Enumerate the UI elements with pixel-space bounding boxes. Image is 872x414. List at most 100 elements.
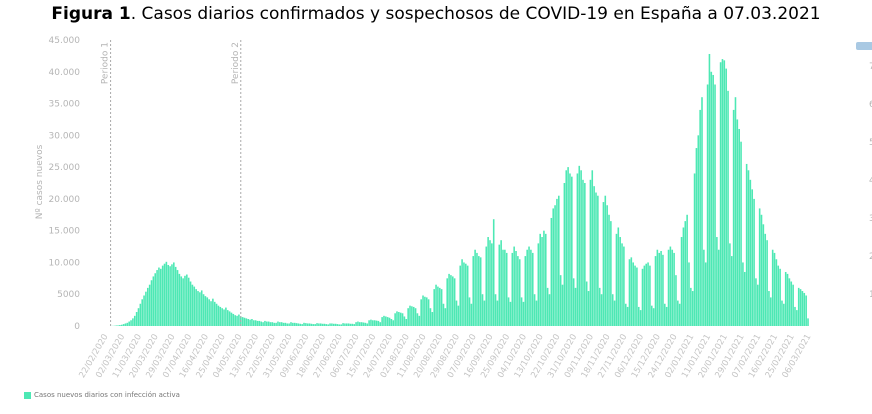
bar (693, 173, 696, 326)
bar (286, 323, 289, 326)
bar (760, 214, 763, 326)
bar (699, 109, 701, 327)
bar (695, 148, 698, 326)
bar (717, 249, 720, 326)
bar (552, 208, 555, 326)
bar (507, 297, 510, 326)
bar (461, 259, 463, 326)
bar (199, 292, 201, 326)
bar (422, 295, 424, 326)
bar (189, 281, 192, 326)
bar (219, 306, 222, 326)
bar (174, 266, 177, 326)
bar (742, 262, 744, 326)
bar (429, 308, 432, 326)
bar (204, 296, 207, 326)
bar (500, 240, 502, 326)
bar (431, 312, 434, 326)
bar (701, 97, 703, 326)
bar (509, 301, 512, 326)
bar (762, 224, 765, 326)
bar (386, 317, 389, 326)
bar (634, 265, 636, 326)
bar (799, 289, 802, 326)
y-tick-label: 45.000 (49, 36, 81, 46)
bar (770, 297, 772, 326)
bar (561, 284, 564, 326)
bar (293, 322, 296, 326)
bar (743, 271, 746, 326)
bar (496, 300, 499, 326)
bar (455, 300, 458, 326)
bar (600, 294, 603, 326)
bar (396, 311, 398, 326)
bar (476, 252, 478, 326)
bar (807, 318, 809, 326)
bar (303, 322, 305, 326)
bar (465, 263, 467, 326)
bar (158, 267, 160, 326)
bar (353, 324, 356, 326)
bar (401, 313, 404, 326)
bar (531, 252, 534, 326)
bar (736, 119, 739, 326)
bar (251, 319, 253, 326)
bar (478, 256, 480, 326)
y-axis-label: Nº casos nuevos (35, 144, 45, 219)
bar (805, 295, 807, 326)
bar (267, 321, 270, 326)
bar (375, 320, 378, 326)
bar (636, 267, 638, 326)
bar (390, 319, 393, 326)
bar (249, 319, 251, 326)
bar (141, 299, 143, 326)
y-tick-label: 0 (74, 322, 80, 332)
bar (163, 263, 166, 326)
bar (619, 237, 621, 326)
bar (697, 135, 700, 326)
bar (334, 323, 337, 326)
bar (710, 71, 713, 327)
bar (405, 319, 408, 326)
bar (584, 183, 586, 326)
bar (226, 310, 229, 326)
bar (768, 291, 770, 326)
bar (381, 317, 383, 326)
bar (474, 249, 476, 326)
bar (660, 251, 662, 326)
bar (498, 244, 501, 326)
bar (665, 306, 668, 326)
bar (753, 198, 755, 326)
bar (796, 310, 798, 326)
bar (182, 278, 184, 326)
bar (448, 273, 450, 326)
bar (615, 233, 618, 326)
bar (403, 316, 406, 326)
bar (470, 303, 473, 326)
bar (167, 264, 170, 326)
bar (297, 323, 300, 326)
bar (630, 257, 633, 326)
figure-title: Figura 1. Casos diarios confirmados y so… (0, 4, 872, 24)
bar (221, 308, 223, 326)
bar (435, 284, 437, 326)
bar (230, 312, 233, 326)
bar (492, 219, 495, 326)
bar (362, 322, 365, 326)
bar (485, 246, 488, 326)
bar (688, 262, 690, 326)
bar (357, 321, 359, 326)
bar (727, 90, 729, 326)
bar (245, 318, 248, 326)
bar (539, 233, 541, 326)
bar (757, 284, 759, 326)
bar (349, 323, 352, 326)
bar (517, 256, 519, 326)
bar (418, 315, 421, 326)
bar (223, 309, 225, 326)
bar (372, 320, 374, 326)
figure-caption: . Casos diarios confirmados y sospechoso… (130, 4, 821, 24)
bar (719, 62, 722, 326)
bar (150, 280, 153, 326)
bar (427, 299, 430, 326)
